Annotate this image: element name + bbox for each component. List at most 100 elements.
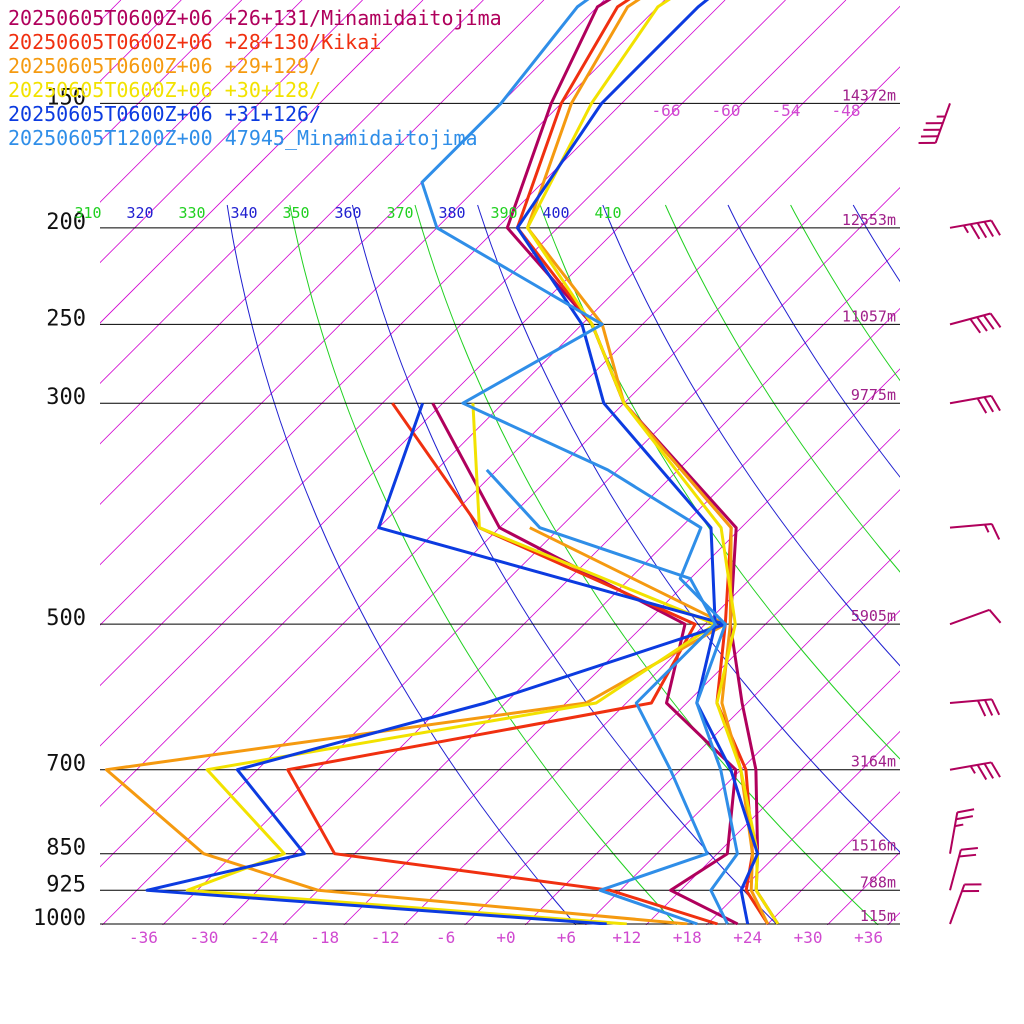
isotherm-line <box>101 126 900 925</box>
legend-entry: 20250605T0600Z+06 +28+130/Kikai <box>8 30 382 54</box>
isotherm-line <box>100 0 786 687</box>
isotherm-top-label: -48 <box>832 101 861 120</box>
height-label: 11057m <box>842 307 896 325</box>
temperature-tick-label: +12 <box>612 928 641 947</box>
wind-barb-flag <box>982 314 995 330</box>
grid-lines <box>100 0 1024 925</box>
pressure-label: 250 <box>46 306 86 331</box>
wind-barb-flag <box>976 397 988 414</box>
wind-barb <box>949 522 1001 540</box>
isotherm-line <box>464 489 900 925</box>
profiles <box>104 0 780 925</box>
wind-barb-flag <box>955 815 974 821</box>
dry-adiabat-line <box>727 204 900 478</box>
wind-barb <box>949 394 1001 414</box>
wind-barb-shaft <box>949 394 992 405</box>
temperature-tick-label: +18 <box>673 928 702 947</box>
isotherm-line <box>524 549 900 925</box>
pressure-label: 200 <box>46 210 86 235</box>
legend-entry: 20250605T1200Z+00 47945_Minamidaitojima <box>8 126 478 150</box>
moist-adiabat-line <box>664 204 900 573</box>
temperature-tick-label: +30 <box>794 928 823 947</box>
wind-barb-flag <box>969 223 981 240</box>
legend-entry: 20250605T0600Z+06 +29+129/ <box>8 54 322 78</box>
isotherm-line <box>162 187 900 925</box>
wind-barb-shaft <box>949 884 966 925</box>
isotherm-line <box>645 670 900 925</box>
legend-entry: 20250605T0600Z+06 +31+126/ <box>8 102 322 126</box>
wind-barb-flag <box>988 609 1002 624</box>
pressure-label: 925 <box>46 872 86 897</box>
wind-barb <box>949 312 1002 334</box>
wind-barb <box>949 608 1002 626</box>
temperature-tick-label: -6 <box>436 928 455 947</box>
wind-barb-flag <box>983 699 994 716</box>
wind-barb <box>949 219 1001 240</box>
moist-adiabat-line <box>414 204 879 925</box>
temperature-tick-label: +0 <box>496 928 515 947</box>
wind-barb-flag <box>969 318 982 334</box>
height-label: 115m <box>860 907 896 925</box>
moist-adiabat-line <box>790 204 900 382</box>
axis-labels: 10016761m15014372m20012553m25011057m3009… <box>33 85 896 947</box>
isotherm-line <box>100 0 665 566</box>
temperature-tick-label: +36 <box>854 928 883 947</box>
legend-entry: 20250605T0600Z+06 +30+128/ <box>8 78 322 102</box>
wind-barb-shaft <box>949 608 990 626</box>
height-label: 14372m <box>842 86 896 104</box>
isotherm-line <box>100 0 847 747</box>
temperature-tick-label: -12 <box>371 928 400 947</box>
theta-label: 310 <box>74 204 101 222</box>
dry-adiabat-line <box>351 204 778 925</box>
temperature-tick-label: +6 <box>557 928 576 947</box>
wind-barb-flag <box>957 808 975 814</box>
wind-barb-flag <box>983 221 995 237</box>
isotherm-line <box>222 247 900 925</box>
wind-barb-flag <box>983 763 995 779</box>
wind-barb <box>949 883 982 925</box>
isotherm-line <box>1009 0 1024 925</box>
wind-barb-flag <box>990 523 1001 540</box>
theta-label: 410 <box>594 204 621 222</box>
wind-barb-flag <box>976 316 988 332</box>
theta-label: 370 <box>386 204 413 222</box>
isotherm-line <box>100 0 363 264</box>
moist-adiabat-line <box>289 204 677 925</box>
dry-adiabat-line <box>978 205 1024 925</box>
wind-barb <box>949 698 1001 717</box>
pressure-label: 500 <box>46 606 86 631</box>
wind-barb <box>918 103 951 145</box>
wind-barb-flag <box>983 396 995 413</box>
legend: 20250605T0600Z+06 +26+131/Minamidaitojim… <box>8 6 502 150</box>
temperature-profile <box>505 0 780 925</box>
temperature-profile <box>515 0 760 925</box>
wind-barb-flag <box>976 222 988 239</box>
temperature-tick-label: -30 <box>189 928 218 947</box>
temperature-tick-label: -36 <box>129 928 158 947</box>
wind-barb-flag <box>990 220 1001 236</box>
height-label: 5905m <box>851 607 896 625</box>
wind-barb-flag <box>990 698 1001 716</box>
theta-label: 330 <box>178 204 205 222</box>
dewpoint-profile <box>145 402 727 925</box>
theta-label: 400 <box>542 204 569 222</box>
theta-label: 380 <box>438 204 465 222</box>
theta-label: 320 <box>126 204 153 222</box>
dry-adiabat-line <box>226 204 577 925</box>
isotherm-line <box>283 307 900 925</box>
dewpoint-profile <box>185 403 717 925</box>
isotherm-line <box>343 368 900 925</box>
pressure-label: 850 <box>46 836 86 861</box>
isotherm-line <box>766 791 900 925</box>
isotherm-line <box>706 730 900 925</box>
wind-barbs <box>918 103 1002 925</box>
height-label: 9775m <box>851 386 896 404</box>
isotherm-top-label: -66 <box>652 101 681 120</box>
isotherm-line <box>100 66 900 868</box>
isotherm-line <box>948 0 1024 925</box>
wind-barb-shaft <box>949 522 992 529</box>
wind-barb-flag <box>983 524 990 533</box>
wind-barb <box>949 761 1001 781</box>
theta-label: 360 <box>334 204 361 222</box>
wind-barb-flag <box>960 847 978 851</box>
